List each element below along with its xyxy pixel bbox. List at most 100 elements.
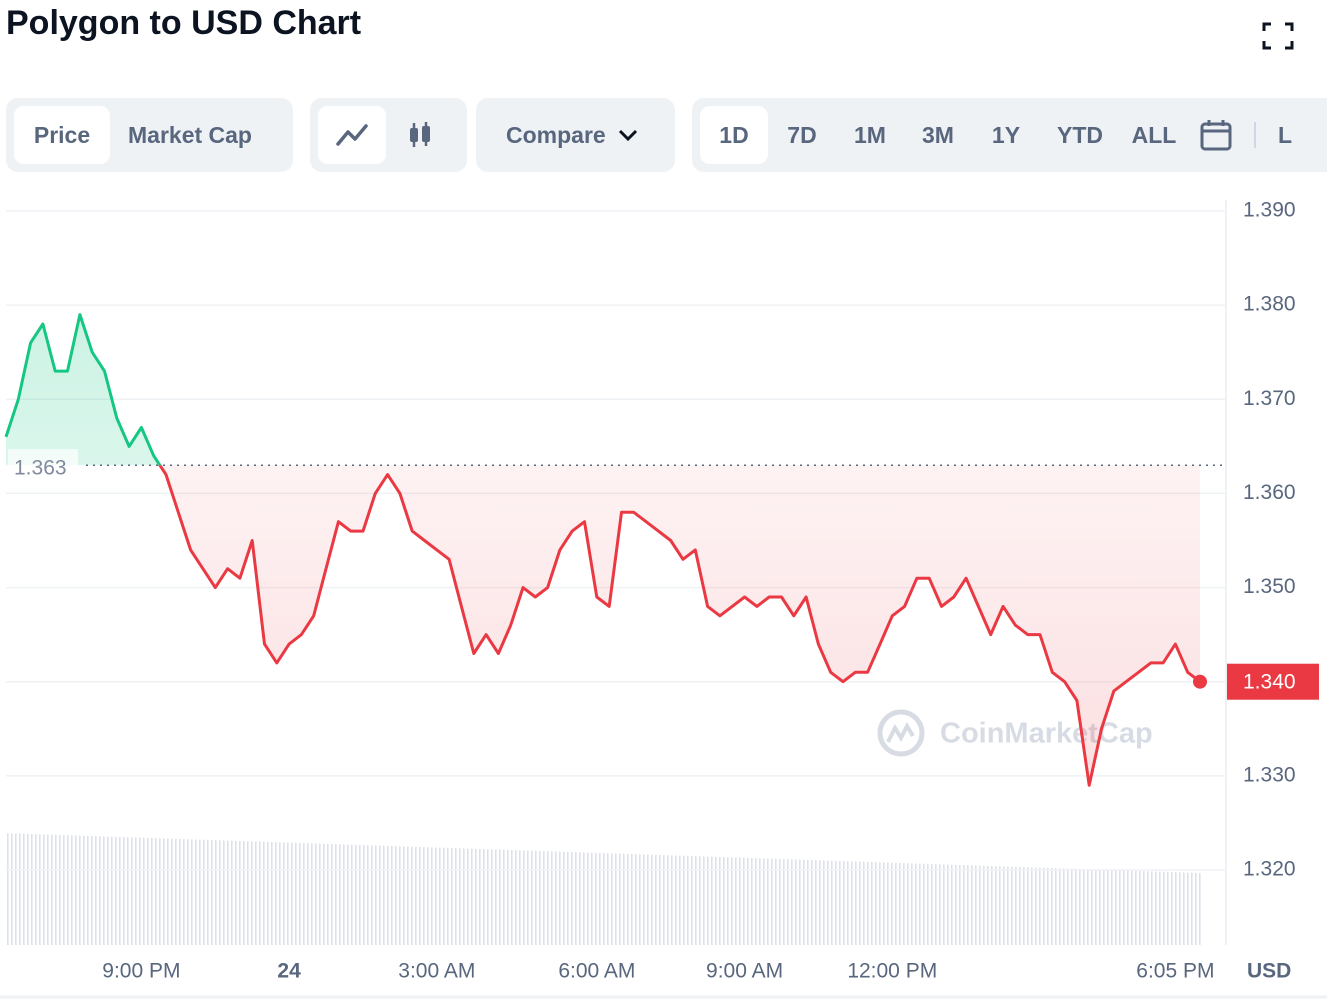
volume-backdrop: [887, 862, 889, 945]
compare-label: Compare: [506, 121, 606, 148]
x-tick-label: 3:00 AM: [398, 960, 475, 983]
fullscreen-button[interactable]: [1262, 22, 1294, 50]
current-price-label: 1.340: [1243, 670, 1296, 693]
volume-backdrop: [419, 846, 421, 945]
calendar-button[interactable]: [1200, 119, 1256, 151]
volume-backdrop: [623, 853, 625, 945]
y-tick-label: 1.380: [1243, 293, 1296, 316]
volume-backdrop: [1151, 871, 1153, 945]
volume-backdrop: [119, 836, 121, 945]
volume-backdrop: [875, 862, 877, 945]
candle-chart-button[interactable]: [386, 106, 454, 164]
volume-backdrop: [915, 863, 917, 945]
range-button[interactable]: YTD: [1057, 121, 1103, 148]
volume-backdrop: [627, 853, 629, 945]
volume-backdrop: [43, 834, 45, 945]
volume-backdrop: [691, 856, 693, 945]
volume-backdrop: [71, 835, 73, 945]
line-chart-button[interactable]: [318, 106, 386, 164]
volume-backdrop: [803, 859, 805, 945]
volume-backdrop: [451, 848, 453, 945]
volume-backdrop: [19, 833, 21, 945]
volume-backdrop: [531, 850, 533, 945]
volume-backdrop: [335, 844, 337, 945]
volume-backdrop: [315, 843, 317, 945]
volume-backdrop: [139, 837, 141, 945]
volume-backdrop: [1183, 872, 1185, 945]
volume-backdrop: [807, 859, 809, 945]
volume-backdrop: [323, 843, 325, 945]
range-button[interactable]: ALL: [1131, 121, 1177, 148]
volume-backdrop: [199, 839, 201, 945]
volume-backdrop: [707, 856, 709, 945]
volume-backdrop: [639, 854, 641, 945]
volume-backdrop: [191, 839, 193, 945]
volume-backdrop: [135, 837, 137, 945]
volume-backdrop: [1079, 868, 1081, 945]
volume-backdrop: [651, 854, 653, 945]
volume-backdrop: [11, 833, 13, 945]
volume-backdrop: [1187, 872, 1189, 945]
range-button[interactable]: 1Y: [991, 121, 1021, 148]
volume-backdrop: [407, 846, 409, 945]
volume-backdrop: [899, 862, 901, 945]
volume-backdrop: [771, 858, 773, 945]
volume-backdrop: [379, 845, 381, 945]
range-button[interactable]: 3M: [922, 121, 954, 148]
volume-backdrop: [291, 842, 293, 945]
volume-backdrop: [679, 855, 681, 945]
volume-backdrop: [607, 853, 609, 945]
volume-backdrop: [739, 857, 741, 945]
volume-backdrop: [23, 833, 25, 945]
volume-backdrop: [799, 859, 801, 945]
tab[interactable]: Price: [14, 106, 110, 164]
x-tick-label: 6:00 AM: [558, 960, 635, 983]
volume-backdrop: [595, 852, 597, 945]
compare-dropdown[interactable]: Compare: [484, 106, 644, 164]
volume-backdrop: [567, 851, 569, 945]
volume-backdrop: [307, 843, 309, 945]
volume-backdrop: [959, 864, 961, 945]
volume-backdrop: [991, 866, 993, 945]
volume-backdrop: [359, 844, 361, 945]
watermark: CoinMarketCap: [877, 709, 1153, 757]
volume-backdrop: [911, 863, 913, 945]
reference-label-bg: [8, 449, 78, 480]
volume-backdrop: [327, 843, 329, 945]
volume-backdrop: [391, 846, 393, 945]
volume-backdrop: [751, 858, 753, 945]
volume-backdrop: [455, 848, 457, 945]
volume-backdrop: [479, 848, 481, 945]
volume-backdrop: [811, 860, 813, 945]
scale-toggle[interactable]: L: [1278, 121, 1293, 148]
range-button[interactable]: 1D: [700, 106, 768, 164]
watermark-logo: [877, 709, 925, 757]
volume-backdrop: [511, 850, 513, 945]
volume-backdrop: [235, 840, 237, 945]
volume-backdrop: [719, 856, 721, 945]
volume-backdrop: [1123, 870, 1125, 945]
volume-backdrop: [175, 838, 177, 945]
volume-backdrop: [1115, 870, 1117, 945]
volume-backdrop: [299, 842, 301, 945]
volume-backdrop: [859, 861, 861, 945]
volume-backdrop: [163, 838, 165, 945]
volume-backdrop: [659, 854, 661, 945]
volume-backdrop: [935, 864, 937, 945]
watermark-text: CoinMarketCap: [940, 718, 1153, 750]
tab[interactable]: Market Cap: [128, 121, 252, 148]
volume-backdrop: [287, 842, 289, 945]
volume-backdrop: [831, 860, 833, 945]
volume-backdrop: [155, 838, 157, 945]
range-button[interactable]: 7D: [787, 121, 817, 148]
volume-backdrop: [303, 843, 305, 945]
volume-backdrop: [963, 865, 965, 945]
range-button[interactable]: 1M: [854, 121, 886, 148]
area-up: [6, 314, 160, 466]
volume-backdrop: [723, 857, 725, 945]
volume-backdrop: [1175, 872, 1177, 945]
volume-backdrop: [955, 864, 957, 945]
volume-backdrop: [603, 853, 605, 945]
volume-backdrop: [1071, 868, 1073, 945]
